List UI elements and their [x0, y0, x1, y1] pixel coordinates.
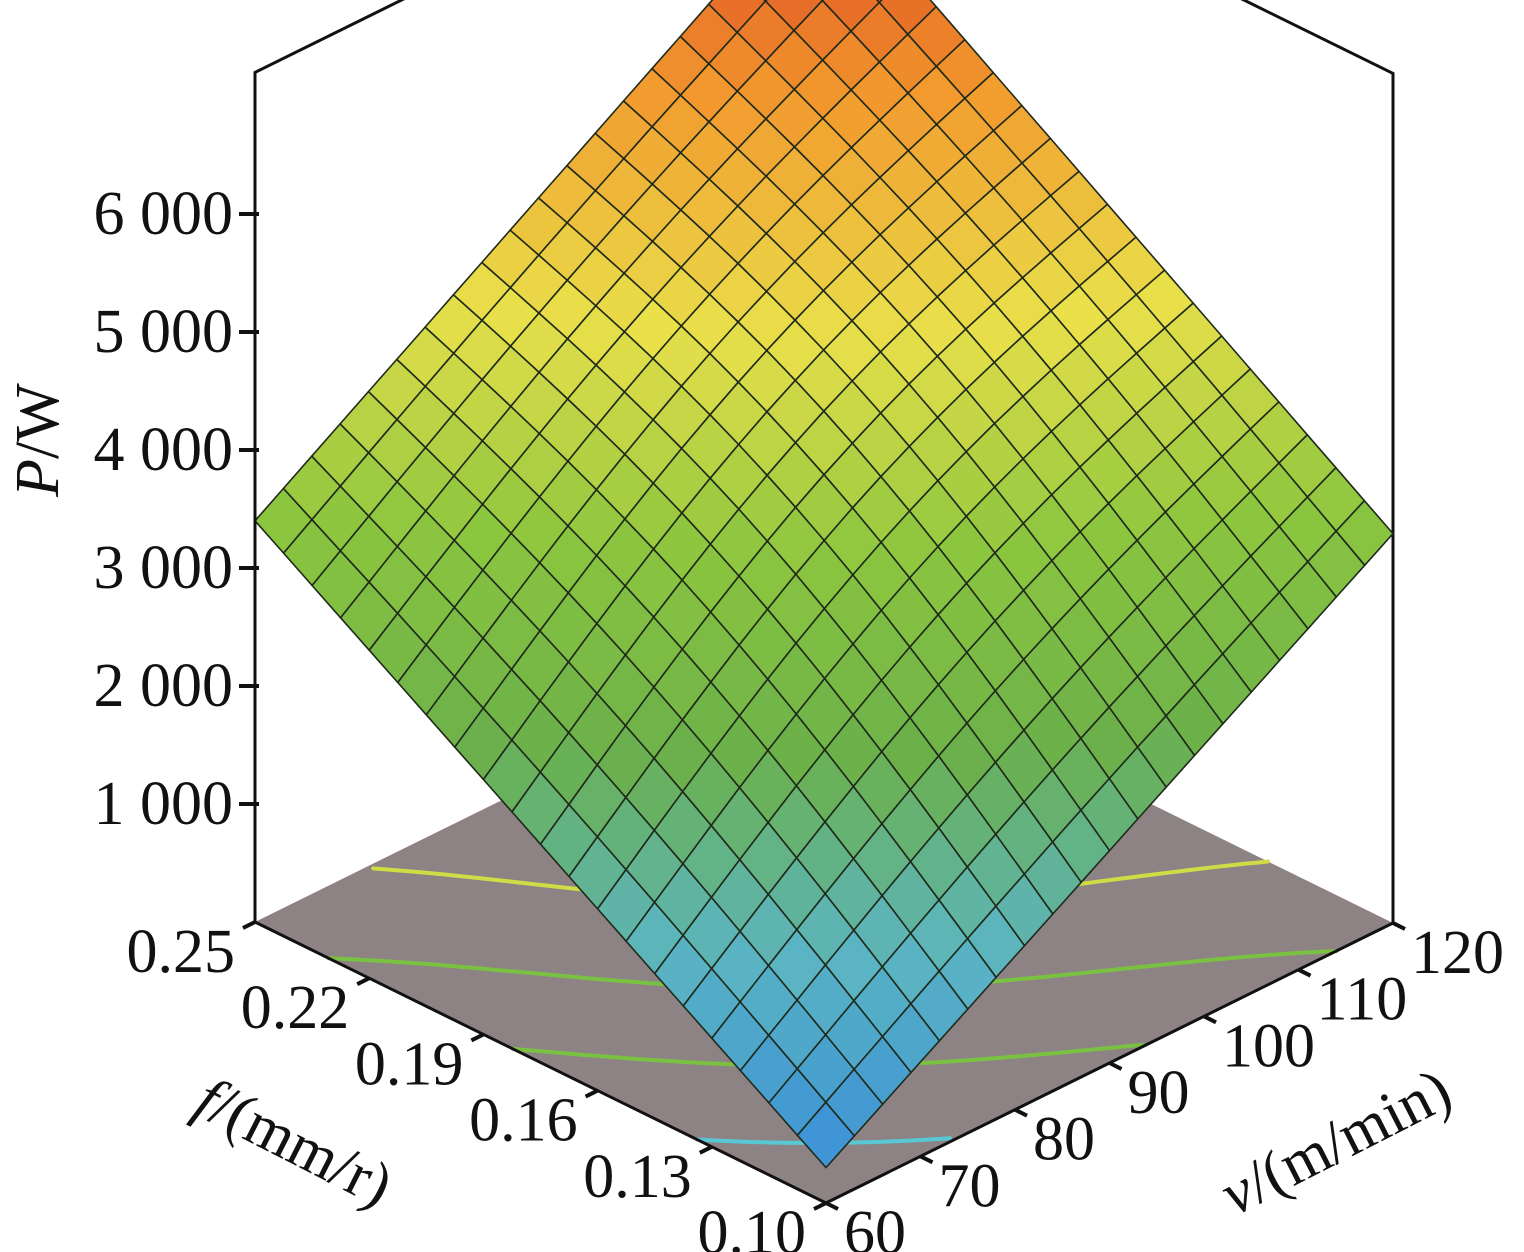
f-tick-label: 0.13: [583, 1143, 692, 1211]
v-tick-label: 120: [1411, 919, 1504, 987]
z-tick-label: 5 000: [94, 298, 234, 366]
surface-cell: [796, 1101, 856, 1169]
v-tick-label: 100: [1222, 1012, 1315, 1080]
response-surface: [254, 0, 1394, 1169]
f-tick-label: 0.22: [241, 974, 350, 1042]
v-tick-mark: [919, 1154, 934, 1165]
f-tick-label: 0.16: [469, 1087, 578, 1155]
v-tick-mark: [1203, 1014, 1217, 1025]
f-tick-label: 0.25: [127, 918, 236, 986]
z-axis-variable: P: [4, 459, 72, 498]
v-axis-title: v/(m/min): [1210, 1056, 1462, 1229]
v-tick-label: 70: [939, 1152, 1001, 1220]
axis-ticks: [239, 212, 1406, 1211]
v-tick-label: 60: [844, 1199, 906, 1252]
f-tick-mark: [356, 976, 371, 986]
v-tick-mark: [1297, 967, 1312, 978]
z-tick-label: 6 000: [94, 180, 234, 248]
v-tick-mark: [825, 1201, 839, 1211]
v-tick-mark: [1014, 1107, 1028, 1118]
z-tick-label: 2 000: [94, 652, 234, 720]
f-axis-line: [254, 920, 827, 1205]
z-axis-title: P/W: [4, 383, 72, 498]
z-tick-label: 1 000: [94, 770, 234, 838]
f-tick-mark: [584, 1088, 599, 1099]
f-tick-mark: [698, 1145, 713, 1155]
f-tick-mark: [242, 920, 256, 930]
f-tick-label: 0.10: [698, 1199, 807, 1252]
v-tick-label: 80: [1033, 1106, 1095, 1174]
v-tick-mark: [1108, 1061, 1123, 1071]
f-tick-mark: [813, 1201, 827, 1211]
z-tick-label: 4 000: [94, 416, 234, 484]
v-tick-label: 110: [1317, 966, 1408, 1034]
z-axis-unit: /W: [4, 383, 72, 459]
v-tick-mark: [1392, 921, 1406, 931]
z-tick-label: 3 000: [94, 534, 234, 602]
f-tick-mark: [470, 1032, 485, 1043]
f-tick-label: 0.19: [355, 1030, 464, 1098]
v-tick-label: 90: [1128, 1059, 1190, 1127]
